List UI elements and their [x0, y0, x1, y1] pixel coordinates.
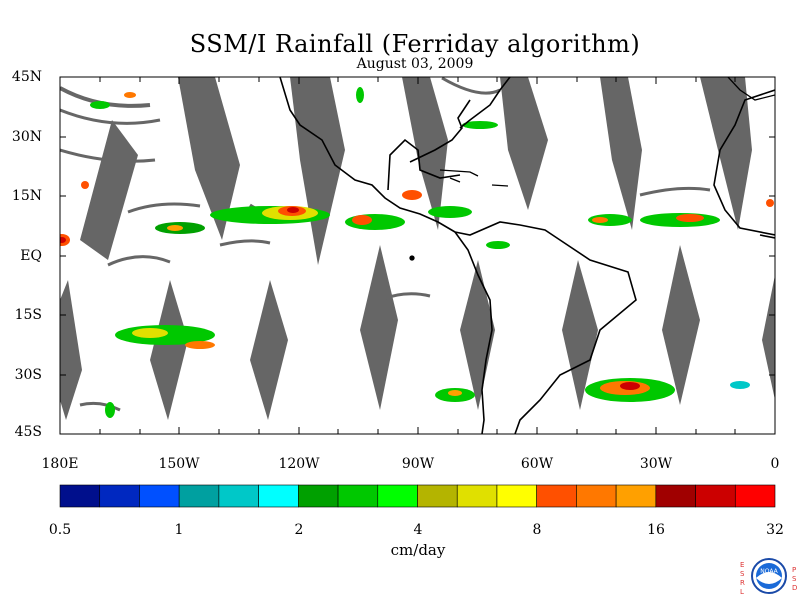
colorbar	[59, 484, 776, 508]
chart-subtitle: August 03, 2009	[356, 56, 474, 72]
islands	[409, 77, 775, 261]
svg-text:R: R	[740, 579, 745, 587]
colorbar-swatch	[536, 484, 577, 508]
colorbar-tick-label: 0.5	[48, 522, 72, 538]
lat-label: 15S	[14, 307, 42, 323]
lon-label: 90W	[401, 456, 435, 472]
colorbar-swatch	[377, 484, 418, 508]
lon-label: 60W	[520, 456, 554, 472]
chart-title: SSM/I Rainfall (Ferriday algorithm)	[189, 30, 641, 58]
colorbar-swatch	[139, 484, 180, 508]
svg-text:S: S	[792, 575, 797, 583]
svg-text:D: D	[792, 584, 797, 592]
colorbar-swatch	[178, 484, 220, 508]
noaa-logo: NOAA E S R L P S D	[740, 558, 797, 596]
logo-text: NOAA	[760, 568, 778, 575]
colorbar-swatch	[456, 484, 498, 508]
colorbar-units: cm/day	[390, 541, 446, 559]
lat-label: EQ	[20, 248, 42, 264]
svg-text:E: E	[740, 561, 744, 569]
colorbar-swatch	[417, 484, 458, 508]
lon-label: 0	[770, 456, 780, 472]
svg-text:L: L	[740, 588, 744, 596]
colorbar-tick-label: 4	[413, 522, 423, 538]
colorbar-swatch	[734, 484, 776, 508]
colorbar-swatch	[496, 484, 537, 508]
colorbar-swatch	[99, 484, 140, 508]
lat-label: 45N	[11, 69, 42, 85]
colorbar-tick-label: 2	[294, 522, 304, 538]
colorbar-swatch	[298, 484, 339, 508]
colorbar-swatch	[695, 484, 736, 508]
lat-label: 45S	[14, 424, 42, 440]
colorbar-tick-label: 16	[647, 522, 665, 538]
lon-label: 120W	[278, 456, 320, 472]
colorbar-swatch	[655, 484, 696, 508]
svg-text:S: S	[740, 570, 745, 578]
colorbar-swatch	[59, 484, 101, 508]
lon-label: 150W	[158, 456, 200, 472]
axis-ticks	[60, 76, 775, 435]
colorbar-swatch	[258, 484, 299, 508]
colorbar-swatch	[218, 484, 259, 508]
colorbar-swatch	[337, 484, 379, 508]
lon-label: 180E	[41, 456, 79, 472]
lon-label: 30W	[639, 456, 673, 472]
lat-label: 30S	[14, 367, 42, 383]
svg-text:P: P	[792, 566, 796, 574]
colorbar-tick-label: 32	[766, 522, 784, 538]
lat-label: 15N	[11, 188, 42, 204]
coastlines	[279, 77, 775, 434]
psd-letters: P S D	[792, 566, 797, 592]
rain-patches	[60, 87, 774, 418]
colorbar-swatch	[615, 484, 657, 508]
esrl-letters: E S R L	[740, 561, 745, 596]
colorbar-tick-label: 1	[174, 522, 184, 538]
colorbar-swatch	[576, 484, 617, 508]
colorbar-tick-label: 8	[532, 522, 542, 538]
lat-label: 30N	[11, 129, 42, 145]
